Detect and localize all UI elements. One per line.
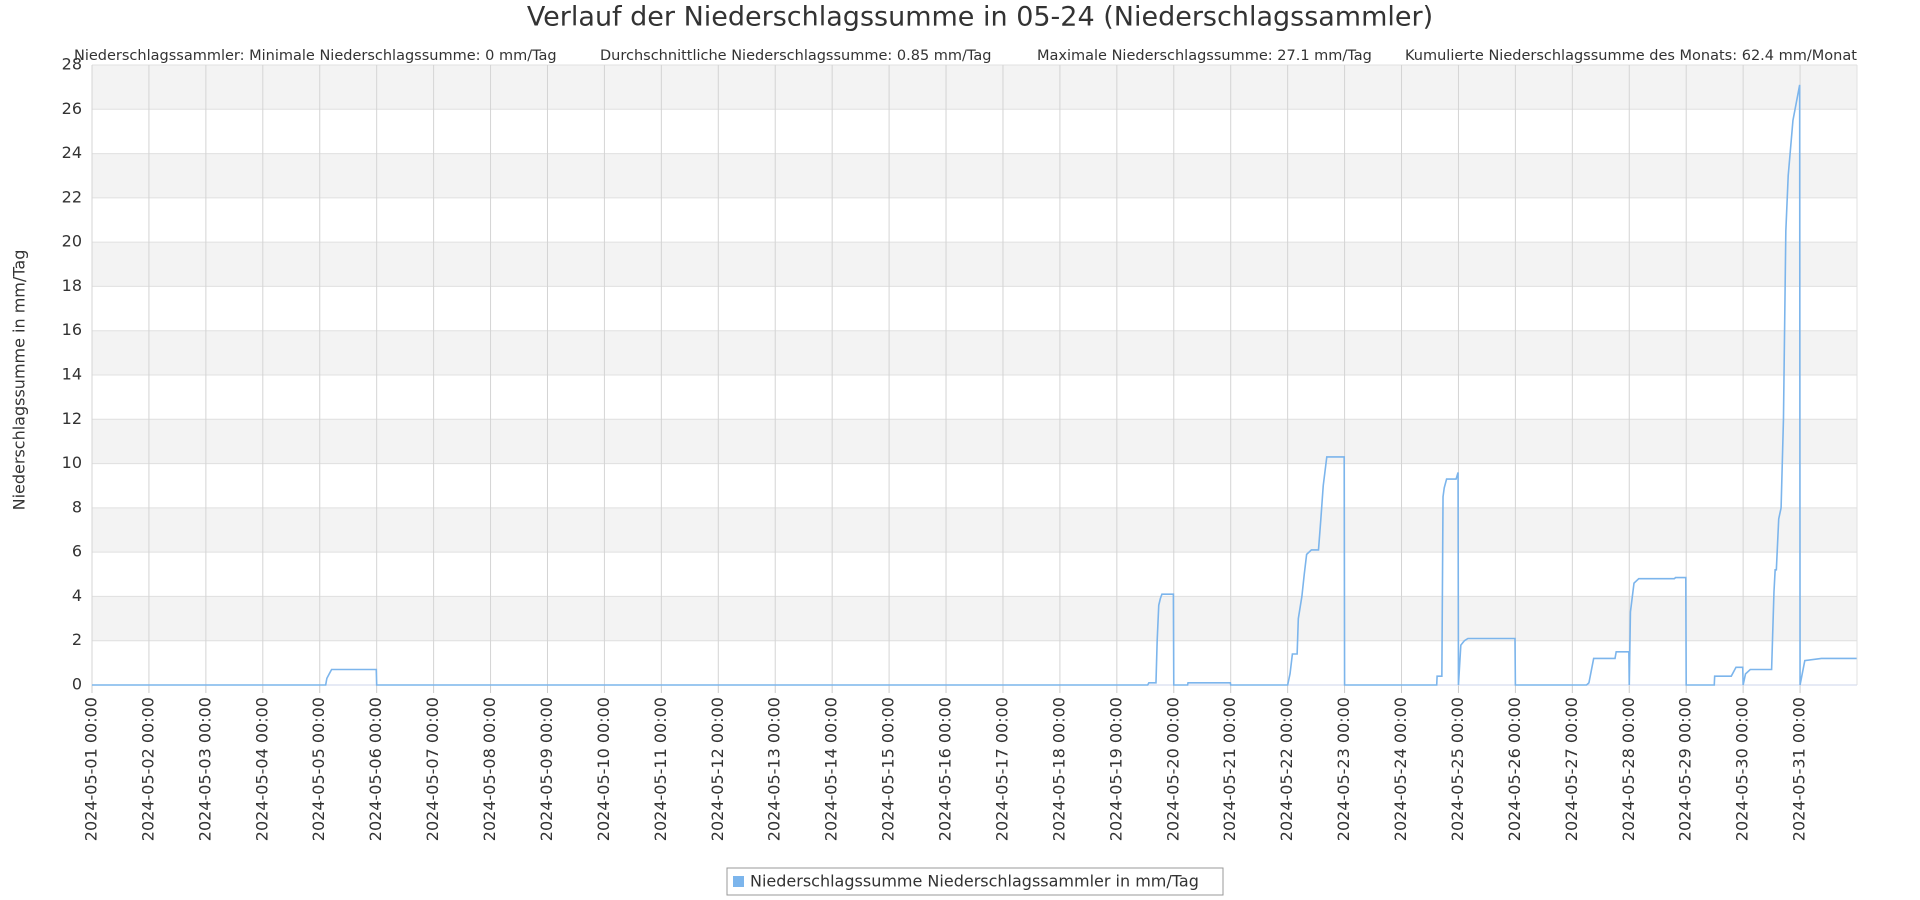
x-tick-label: 2024-05-19 00:00	[1106, 697, 1125, 841]
x-tick-label: 2024-05-10 00:00	[594, 697, 613, 841]
x-tick-label: 2024-05-22 00:00	[1277, 697, 1296, 841]
x-tick-label: 2024-05-18 00:00	[1049, 697, 1068, 841]
y-tick-label: 24	[62, 143, 82, 162]
y-axis-label: Niederschlagssumme in mm/Tag	[10, 250, 29, 511]
y-tick-label: 4	[72, 586, 82, 605]
y-tick-label: 28	[62, 55, 82, 74]
y-tick-label: 22	[62, 187, 82, 206]
y-tick-label: 20	[62, 232, 82, 251]
x-tick-label: 2024-05-17 00:00	[992, 697, 1011, 841]
x-tick-label: 2024-05-25 00:00	[1448, 697, 1467, 841]
x-tick-label: 2024-05-20 00:00	[1163, 697, 1182, 841]
x-tick-label: 2024-05-06 00:00	[366, 697, 385, 841]
legend-swatch	[733, 876, 744, 887]
y-tick-label: 8	[72, 497, 82, 516]
y-tick-label: 12	[62, 409, 82, 428]
x-tick-label: 2024-05-16 00:00	[936, 697, 955, 841]
grid-band	[92, 153, 1857, 198]
x-tick-label: 2024-05-24 00:00	[1391, 697, 1410, 841]
x-tick-label: 2024-05-28 00:00	[1619, 697, 1638, 841]
x-tick-label: 2024-05-29 00:00	[1676, 697, 1695, 841]
x-tick-label: 2024-05-01 00:00	[82, 697, 101, 841]
grid-band	[92, 507, 1857, 553]
legend-box	[726, 867, 1224, 896]
x-tick-label: 2024-05-07 00:00	[423, 697, 442, 841]
data-line	[92, 84, 1857, 686]
x-tick-label: 2024-05-09 00:00	[537, 697, 556, 841]
stat-text: Maximale Niederschlagssumme: 27.1 mm/Tag	[1037, 48, 1372, 64]
x-tick-label: 2024-05-23 00:00	[1334, 697, 1353, 841]
y-tick-label: 16	[62, 320, 82, 339]
x-tick-label: 2024-05-30 00:00	[1733, 697, 1752, 841]
x-tick-label: 2024-05-05 00:00	[309, 697, 328, 841]
y-tick-label: 2	[72, 630, 82, 649]
x-tick-label: 2024-05-12 00:00	[708, 697, 727, 841]
y-tick-label: 14	[62, 365, 82, 384]
legend-label: Niederschlagssumme Niederschlagssammler …	[750, 872, 1199, 891]
x-tick-label: 2024-05-14 00:00	[822, 697, 841, 841]
grid-band	[92, 242, 1857, 287]
y-tick-label: 10	[62, 453, 82, 472]
x-tick-label: 2024-05-04 00:00	[252, 697, 271, 841]
x-tick-label: 2024-05-03 00:00	[195, 697, 214, 841]
x-tick-label: 2024-05-31 00:00	[1790, 697, 1809, 841]
stat-text: Durchschnittliche Niederschlagssumme: 0.…	[600, 48, 991, 64]
x-tick-label: 2024-05-08 00:00	[480, 697, 499, 841]
plot-area	[91, 64, 1857, 686]
x-tick-label: 2024-05-13 00:00	[765, 697, 784, 841]
x-tick-label: 2024-05-11 00:00	[651, 697, 670, 841]
chart-title: Verlauf der Niederschlagssumme in 05-24 …	[527, 2, 1433, 33]
x-tick-label: 2024-05-26 00:00	[1505, 697, 1524, 841]
stat-text: Niederschlagssammler: Minimale Niedersch…	[74, 48, 557, 64]
y-tick-label: 26	[62, 99, 82, 118]
grid-band	[92, 65, 1857, 110]
y-tick-label: 18	[62, 276, 82, 295]
x-tick-label: 2024-05-21 00:00	[1220, 697, 1239, 841]
stat-text: Kumulierte Niederschlagssumme des Monats…	[1405, 48, 1857, 64]
grid-band	[92, 596, 1857, 641]
y-tick-label: 0	[72, 675, 82, 694]
grid-band	[92, 330, 1857, 375]
x-tick-label: 2024-05-15 00:00	[879, 697, 898, 841]
x-tick-label: 2024-05-27 00:00	[1562, 697, 1581, 841]
grid-band	[92, 419, 1857, 464]
x-tick-label: 2024-05-02 00:00	[138, 697, 157, 841]
y-tick-label: 6	[72, 542, 82, 561]
